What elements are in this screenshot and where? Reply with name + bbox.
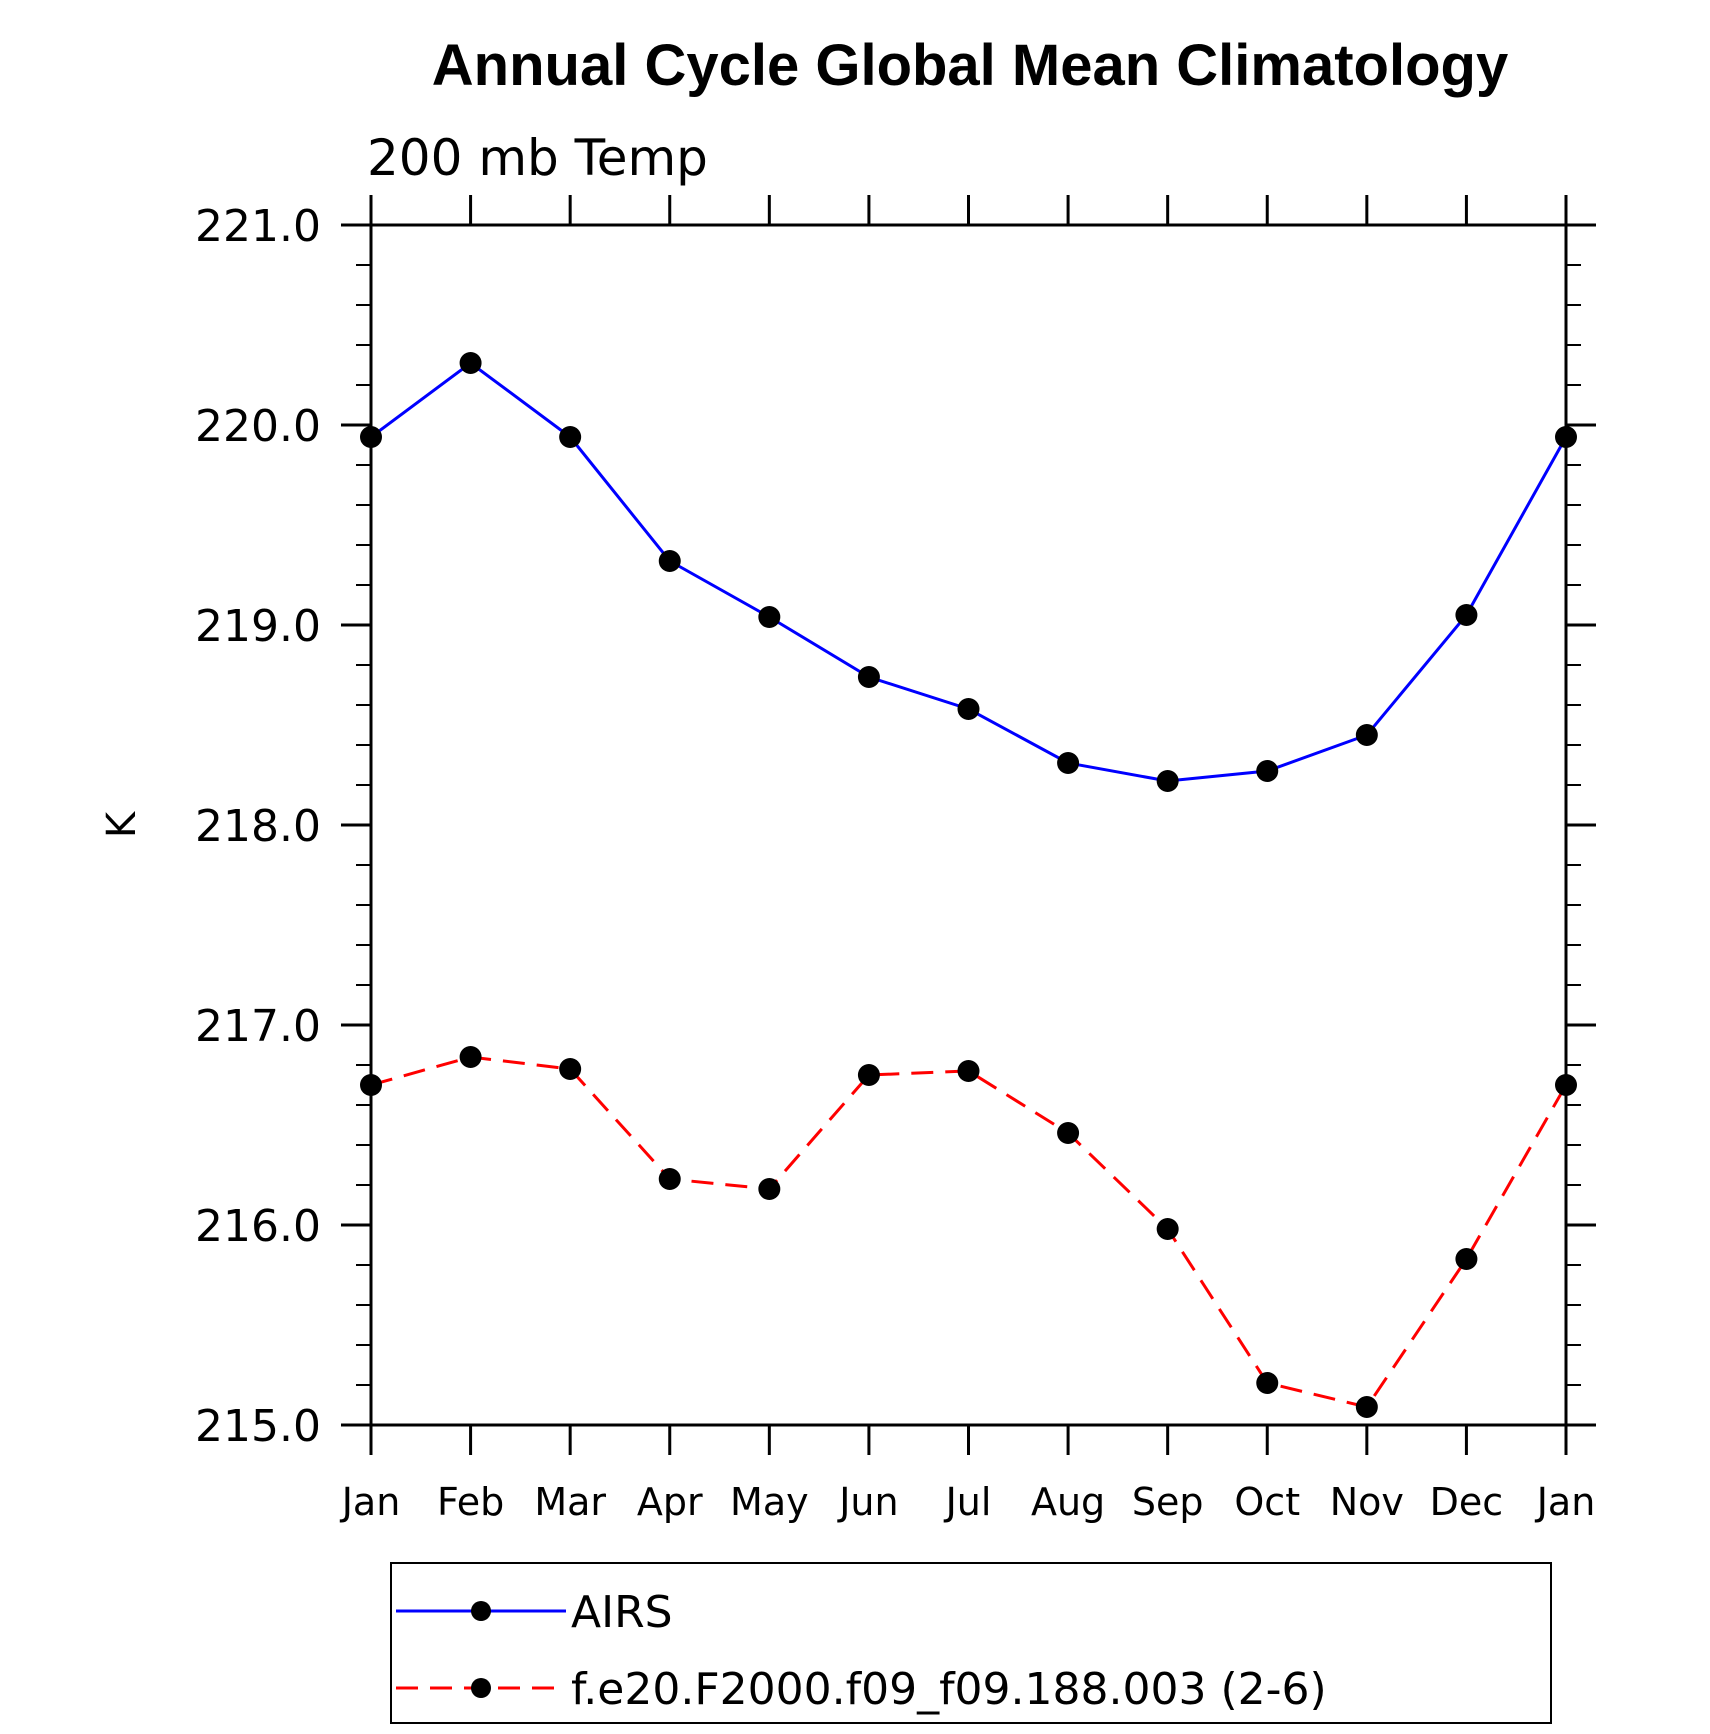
series-1-point — [1555, 1074, 1577, 1096]
chart-subtitle: 200 mb Temp — [367, 129, 708, 187]
y-tick-label: 215.0 — [195, 1401, 321, 1452]
series-0-point — [857, 666, 880, 688]
y-tick-label: 217.0 — [195, 1001, 321, 1052]
x-tick-label: Dec — [1430, 1480, 1504, 1524]
series-1-point — [658, 1168, 681, 1190]
series-0-point — [1156, 770, 1179, 792]
series-0-point — [1256, 760, 1279, 782]
series-0-point — [758, 606, 781, 628]
series-1-point — [758, 1178, 781, 1200]
series-0-point — [1555, 426, 1577, 448]
series-0-point — [957, 698, 980, 720]
series-0-point — [1057, 752, 1080, 774]
x-tick-label: Mar — [534, 1480, 606, 1524]
series-1-point — [559, 1058, 582, 1080]
series-1-point — [1355, 1396, 1378, 1418]
legend: AIRS f.e20.F2000.f09_f09.188.003 (2-6) — [390, 1562, 1552, 1724]
chart-title: Annual Cycle Global Mean Climatology — [432, 33, 1508, 98]
plot-frame — [369, 223, 1568, 1427]
series-0-point — [1355, 724, 1378, 746]
series-1-point — [459, 1046, 482, 1068]
series-1-point — [1057, 1122, 1080, 1144]
x-tick-label: May — [730, 1480, 809, 1524]
series-1-point — [1256, 1372, 1279, 1394]
series-1-point — [360, 1074, 382, 1096]
series-0-point — [360, 426, 382, 448]
x-tick-label: Jun — [837, 1480, 898, 1524]
x-tick-label: Sep — [1132, 1480, 1204, 1524]
series-0-point — [459, 352, 482, 374]
x-tick-label: Nov — [1330, 1480, 1404, 1524]
series-0-point — [559, 426, 582, 448]
series-0-point — [1455, 604, 1478, 626]
plot-area: 215.0 216.0 217.0 218.0 219.0 220.0 221.0 Jan Fe… — [195, 195, 1596, 1524]
x-tick-label: Apr — [637, 1480, 703, 1524]
legend-label-1: f.e20.F2000.f09_f09.188.003 (2-6) — [571, 1664, 1327, 1715]
series-line-1 — [370, 1055, 1568, 1409]
series-1-point — [1156, 1218, 1179, 1240]
x-tick-label: Feb — [437, 1480, 504, 1524]
y-axis-label: K — [99, 810, 145, 838]
legend-marker-1 — [471, 1678, 491, 1698]
y-tick-label: 216.0 — [195, 1201, 321, 1252]
x-tick-label: Aug — [1031, 1480, 1105, 1524]
x-tick-label: Oct — [1234, 1480, 1300, 1524]
legend-box — [390, 1562, 1552, 1724]
legend-marker-0 — [471, 1601, 491, 1621]
x-tick-label: Jan — [340, 1480, 401, 1524]
series-1-point — [857, 1064, 880, 1086]
series-0-point — [658, 550, 681, 572]
y-tick-label: 219.0 — [195, 601, 321, 652]
y-tick-label: 220.0 — [195, 401, 321, 452]
y-tick-label: 221.0 — [195, 201, 321, 252]
y-tick-label: 218.0 — [195, 801, 321, 852]
series-1-point — [1455, 1248, 1478, 1270]
series-1-point — [957, 1060, 980, 1082]
x-tick-label: Jan — [1535, 1480, 1596, 1524]
x-tick-label: Jul — [944, 1480, 992, 1524]
legend-label-0: AIRS — [571, 1587, 673, 1638]
